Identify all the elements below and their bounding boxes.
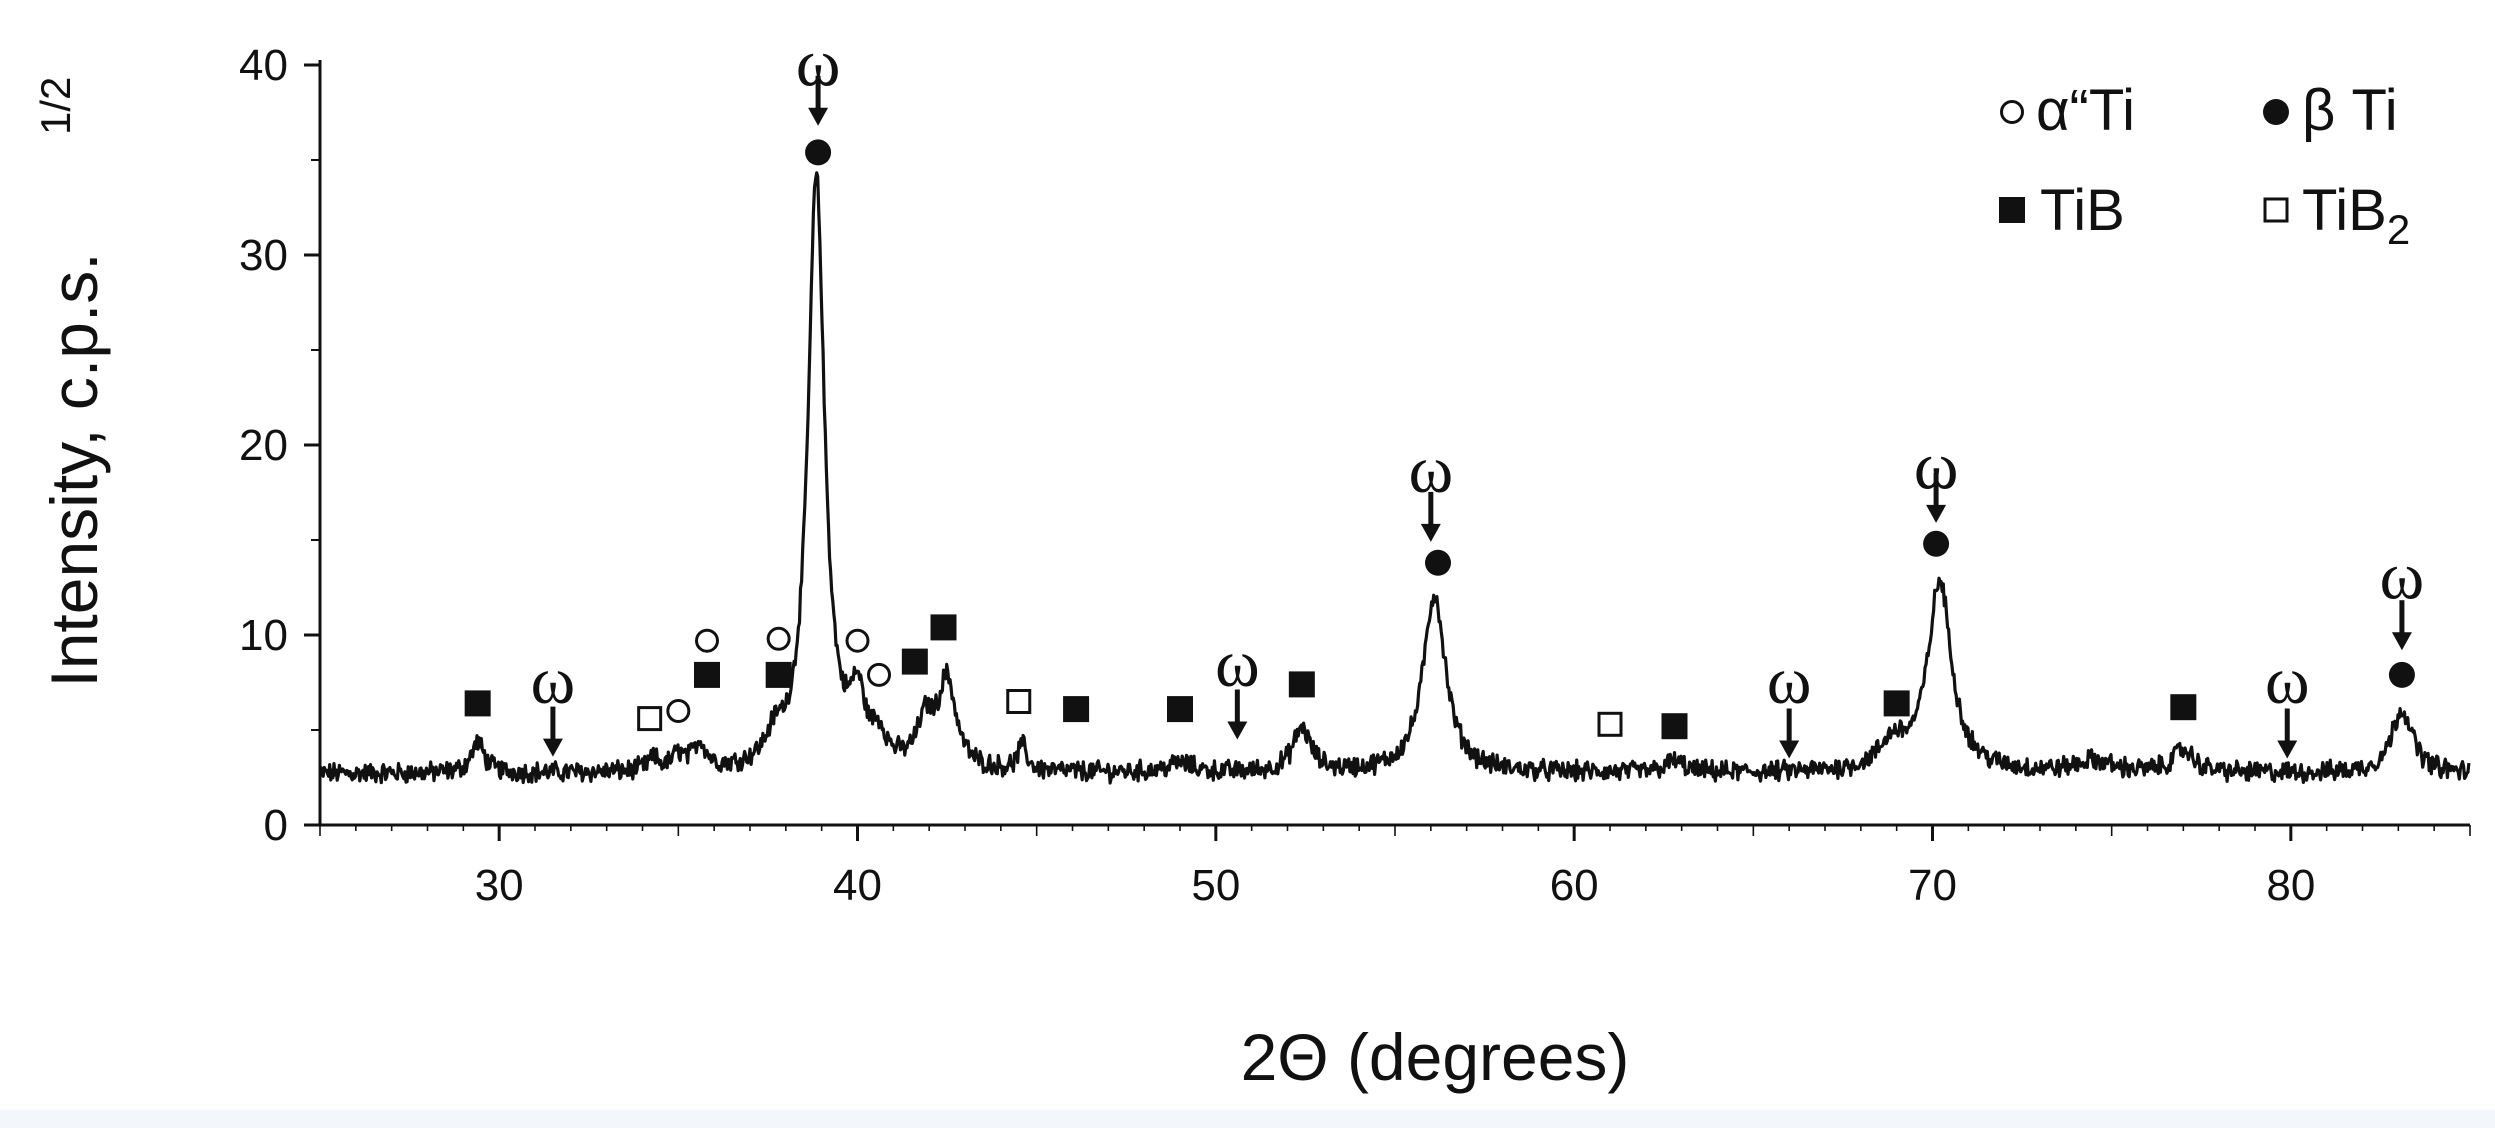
omega-arrow-head: [808, 107, 829, 126]
legend-beta-ti: β Ti: [2263, 78, 2398, 143]
y-tick-label: 40: [239, 41, 288, 90]
tib2-marker: [637, 706, 663, 732]
omega-arrow-head: [1227, 721, 1248, 740]
tib-marker: [1288, 671, 1315, 698]
omega-label: ω: [1767, 642, 1812, 718]
omega-label: ω: [2265, 642, 2310, 718]
tib-marker: [930, 614, 957, 641]
beta-ti-marker: [1425, 549, 1451, 576]
tib-marker: [1883, 690, 1910, 717]
tib-marker: [1063, 696, 1090, 723]
legend-tib-marker-icon: [1999, 197, 2025, 223]
tib2-marker: [1597, 711, 1623, 737]
x-tick-label: 30: [475, 861, 524, 910]
y-tick-label: 30: [239, 231, 288, 280]
legend-beta-ti-marker-icon: [2263, 99, 2289, 125]
omega-arrow-head: [2391, 632, 2412, 651]
omega-arrow-head: [1420, 523, 1441, 542]
x-tick-label: 70: [1908, 861, 1957, 910]
tib-marker: [901, 648, 928, 675]
tib-marker: [1661, 713, 1688, 740]
legend-tib2-label: TiB2: [2302, 178, 2410, 253]
alpha-ti-marker: [845, 628, 870, 653]
omega-arrow-head: [1779, 740, 1800, 759]
tib-marker: [2170, 694, 2197, 721]
legend-tib2-marker-icon: [2263, 197, 2289, 223]
legend-alpha-ti-label: α“Ti: [2036, 78, 2135, 143]
y-axis-title-superscript: 1/2: [32, 77, 79, 135]
y-tick-label: 0: [264, 801, 288, 850]
omega-label: ω: [531, 642, 576, 718]
y-tick-label: 10: [239, 611, 288, 660]
legend-tib-label: TiB: [2040, 178, 2125, 243]
tib-marker: [1167, 696, 1193, 723]
omega-arrow-head: [1926, 504, 1947, 523]
y-axis-ticks: 0 10 20 30 40: [239, 41, 320, 850]
x-axis-ticks: 30 40 50 60 70 80: [319, 825, 2471, 910]
alpha-ti-marker: [766, 626, 791, 651]
x-tick-label: 80: [2266, 861, 2315, 910]
tib-marker: [464, 690, 491, 717]
omega-label: ω: [1215, 625, 1260, 701]
x-tick-label: 40: [833, 861, 882, 910]
chart-axes: 0 10 20 30 40 30 40 50 60 70 80: [239, 41, 2471, 910]
omega-arrow-head: [2277, 740, 2298, 759]
legend-alpha-ti-marker-icon: [2000, 100, 2024, 124]
legend-alpha-ti: α“Ti: [2000, 78, 2135, 143]
legend-beta-ti-label: β Ti: [2302, 78, 2398, 143]
beta-ti-marker: [1923, 530, 1950, 557]
tib-marker: [765, 661, 792, 688]
omega-label: ω: [1914, 427, 1959, 503]
beta-ti-marker: [805, 139, 832, 166]
omega-label: ω: [2380, 538, 2425, 614]
omega-arrow-head: [542, 738, 563, 757]
legend-tib2: TiB2: [2263, 178, 2410, 253]
bottom-border-band: [0, 1110, 2495, 1128]
legend: α“Ti β Ti TiB TiB2: [1999, 78, 2410, 253]
x-axis-title: 2Θ (degrees): [1241, 1020, 1630, 1094]
y-tick-label: 20: [239, 421, 288, 470]
tib-marker: [694, 661, 720, 688]
omega-label: ω: [796, 25, 841, 101]
x-tick-label: 60: [1550, 861, 1599, 910]
x-tick-label: 50: [1191, 861, 1240, 910]
xrd-pattern-line: [318, 171, 2471, 785]
omega-label: ω: [1408, 431, 1453, 507]
legend-tib: TiB: [1999, 178, 2125, 243]
y-axis-title: Intensity, c.p.s. 1/2: [32, 77, 111, 688]
legend-tib2-subscript: 2: [2387, 206, 2410, 253]
alpha-ti-marker: [867, 662, 891, 687]
alpha-ti-marker: [695, 628, 719, 653]
alpha-ti-marker: [666, 699, 691, 723]
beta-ti-marker: [2388, 661, 2415, 688]
phase-markers: [464, 139, 2415, 740]
tib2-marker: [1006, 689, 1032, 714]
y-axis-title-text: Intensity, c.p.s.: [37, 252, 111, 687]
